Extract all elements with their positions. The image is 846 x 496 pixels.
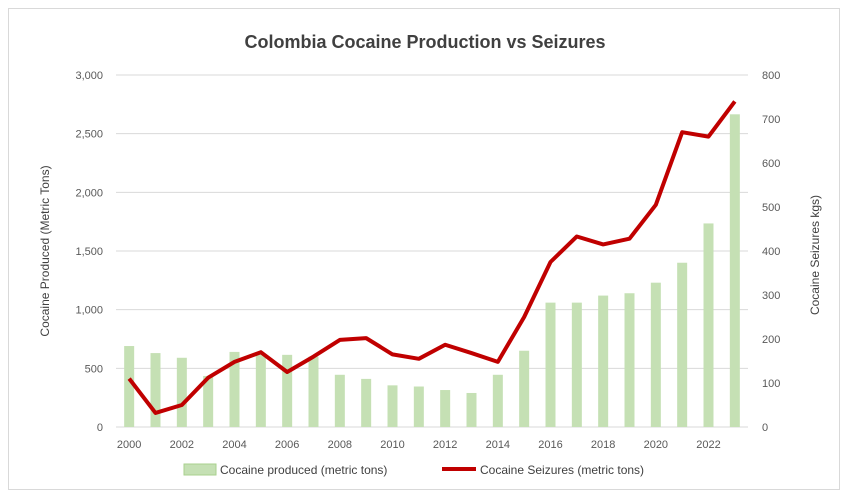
y2-tick-label: 500 bbox=[762, 202, 780, 214]
x-tick-label: 2002 bbox=[170, 439, 194, 451]
y-tick-label: 2,500 bbox=[75, 129, 103, 141]
y-tick-label: 1,500 bbox=[75, 246, 103, 258]
x-tick-label: 2008 bbox=[328, 439, 352, 451]
production-bar bbox=[440, 390, 451, 427]
production-bar bbox=[466, 392, 477, 427]
production-bar bbox=[677, 262, 688, 427]
production-bar bbox=[413, 386, 424, 427]
production-bar bbox=[545, 302, 556, 427]
x-tick-label: 2004 bbox=[222, 439, 246, 451]
chart-frame bbox=[8, 8, 840, 490]
y2-tick-label: 300 bbox=[762, 290, 780, 302]
production-bar bbox=[334, 374, 345, 427]
legend-line-label: Cocaine Seizures (metric tons) bbox=[480, 463, 644, 477]
production-bar bbox=[571, 302, 582, 427]
y2-tick-label: 0 bbox=[762, 422, 768, 434]
production-bar bbox=[229, 351, 240, 427]
production-bar bbox=[124, 346, 135, 427]
y2-axis-label: Cocaine Seizures kgs) bbox=[808, 195, 822, 315]
y-tick-label: 2,000 bbox=[75, 187, 103, 199]
production-bar bbox=[492, 374, 503, 427]
chart-title: Colombia Cocaine Production vs Seizures bbox=[244, 32, 605, 52]
y2-tick-label: 100 bbox=[762, 378, 780, 390]
production-bar bbox=[150, 353, 161, 427]
x-tick-label: 2006 bbox=[275, 439, 299, 451]
production-bar bbox=[703, 223, 714, 427]
production-bar bbox=[650, 282, 661, 427]
x-tick-label: 2012 bbox=[433, 439, 457, 451]
y-axis-label: Cocaine Produced (Metric Tons) bbox=[38, 165, 52, 336]
x-tick-label: 2016 bbox=[538, 439, 562, 451]
y-tick-label: 500 bbox=[85, 363, 103, 375]
y-tick-label: 1,000 bbox=[75, 305, 103, 317]
production-bar bbox=[519, 350, 530, 427]
seizures-line bbox=[127, 100, 737, 415]
production-bar bbox=[255, 354, 266, 427]
y-tick-label: 0 bbox=[97, 422, 103, 434]
production-bar bbox=[387, 385, 398, 427]
x-tick-label: 2014 bbox=[486, 439, 510, 451]
production-bar bbox=[176, 357, 187, 427]
production-bar bbox=[729, 114, 740, 427]
production-bar bbox=[361, 378, 372, 427]
legend: Cocaine produced (metric tons) Cocaine S… bbox=[183, 463, 644, 477]
legend-bar-label: Cocaine produced (metric tons) bbox=[220, 463, 387, 477]
y2-tick-label: 600 bbox=[762, 158, 780, 170]
x-tick-label: 2018 bbox=[591, 439, 615, 451]
x-tick-label: 2020 bbox=[644, 439, 668, 451]
y-tick-label: 3,000 bbox=[75, 70, 103, 82]
y2-tick-label: 800 bbox=[762, 70, 780, 82]
legend-bar-swatch bbox=[183, 463, 217, 476]
x-tick-label: 2010 bbox=[380, 439, 404, 451]
y2-tick-label: 400 bbox=[762, 246, 780, 258]
x-tick-label: 2000 bbox=[117, 439, 141, 451]
x-tick-label: 2022 bbox=[696, 439, 720, 451]
production-bar bbox=[282, 354, 293, 427]
production-bar bbox=[308, 356, 319, 427]
production-bar bbox=[598, 295, 609, 427]
production-bar bbox=[624, 293, 635, 427]
y2-tick-label: 200 bbox=[762, 334, 780, 346]
y2-tick-label: 700 bbox=[762, 114, 780, 126]
production-bar bbox=[203, 375, 214, 427]
